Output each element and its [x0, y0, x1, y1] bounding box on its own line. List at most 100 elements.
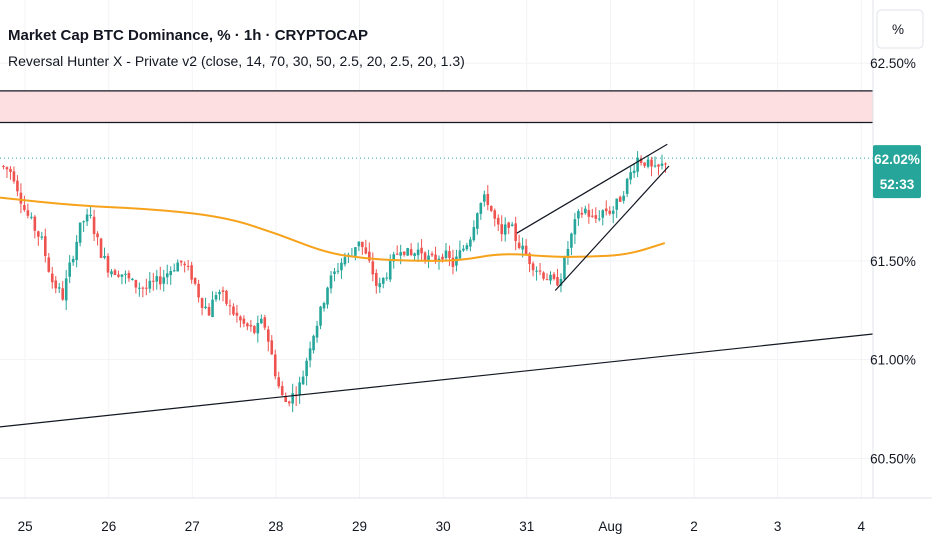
scale-mode-button-bg[interactable]: [876, 9, 924, 49]
candle-body: [183, 263, 186, 266]
candle-body: [510, 224, 514, 226]
candle-body: [169, 270, 173, 276]
indicator-legend[interactable]: Reversal Hunter X - Private v2 (close, 1…: [8, 53, 465, 69]
candle-body: [329, 275, 333, 289]
candle-body: [5, 167, 9, 170]
time-tick-label: 27: [185, 519, 200, 534]
candle-body: [653, 165, 657, 167]
candle-body: [354, 247, 357, 256]
candle-body: [61, 288, 65, 300]
candle-body: [500, 224, 504, 235]
candle-body: [235, 312, 239, 316]
candle-body: [280, 386, 284, 396]
candle-body: [556, 277, 559, 286]
candle-body: [176, 262, 179, 272]
candle-body: [343, 256, 347, 265]
bar-countdown: 52:33: [880, 177, 915, 192]
symbol-title[interactable]: Market Cap BTC Dominance, % · 1h · CRYPT…: [8, 27, 368, 44]
candle-body: [120, 274, 124, 277]
candle-body: [249, 325, 253, 327]
moving-average-line: [0, 196, 666, 262]
candle-body: [559, 279, 563, 286]
candle-body: [639, 158, 643, 163]
candle-body: [549, 274, 552, 281]
candle-body: [636, 157, 639, 172]
candle-body: [444, 250, 448, 258]
candle-body: [193, 278, 197, 284]
candle-body: [524, 245, 528, 255]
candle-body: [287, 401, 291, 404]
candle-body: [197, 283, 200, 298]
candle-body: [601, 210, 605, 218]
candle-body: [78, 222, 82, 243]
candle-body: [239, 316, 242, 321]
price-tick-label: 60.50%: [870, 451, 916, 466]
candle-body: [664, 163, 667, 165]
candle-body: [43, 236, 47, 256]
time-tick-label: 28: [268, 519, 283, 534]
time-scale[interactable]: 25 26 27 28 29 30 31 Aug 2 3 4: [18, 519, 866, 534]
candle-body: [441, 256, 444, 260]
candle-body: [545, 279, 549, 281]
candle-body: [190, 265, 193, 280]
candle-body: [493, 210, 497, 219]
candle-body: [148, 280, 152, 289]
candle-body: [308, 348, 312, 361]
grid-layer: [0, 0, 873, 498]
candle-body: [232, 306, 235, 315]
scale-mode-label[interactable]: %: [892, 22, 904, 37]
candle-body: [476, 213, 479, 229]
candle-body: [489, 205, 493, 211]
time-tick-label: 25: [18, 519, 33, 534]
candle-body: [361, 241, 364, 248]
scale-mode-button[interactable]: %: [876, 9, 924, 49]
candle-body: [113, 270, 117, 276]
candle-body: [319, 306, 322, 326]
candle-body: [270, 340, 274, 355]
candle-body: [9, 168, 12, 172]
candle-body: [19, 192, 23, 204]
price-tick-label: 61.00%: [870, 353, 916, 368]
time-tick-label: 30: [436, 519, 451, 534]
candle-body: [301, 376, 305, 385]
time-tick-label: 29: [352, 519, 367, 534]
candle-body: [483, 194, 486, 202]
candle-body: [92, 216, 96, 235]
candle-body: [179, 260, 183, 263]
candle-body: [322, 303, 326, 309]
candle-body: [416, 249, 420, 256]
candle-body: [378, 283, 382, 288]
candle-body: [207, 307, 211, 316]
candle-body: [96, 233, 99, 238]
candle-body: [225, 290, 228, 304]
price-scale[interactable]: 62.50% 61.50% 61.00% 60.50%: [870, 56, 916, 466]
candle-body: [462, 248, 465, 251]
candle-body: [357, 241, 361, 247]
candle-body: [531, 263, 535, 271]
candle-body: [82, 221, 85, 223]
candle-body: [643, 162, 646, 166]
candle-body: [40, 236, 44, 238]
last-price-value: 62.02%: [874, 152, 920, 167]
candle-body: [399, 252, 402, 256]
time-tick-label: 31: [519, 519, 534, 534]
candle-body: [277, 377, 281, 387]
candle-body: [99, 238, 103, 258]
candle-body: [340, 262, 343, 271]
candle-body: [458, 250, 462, 259]
candle-body: [284, 397, 288, 402]
candle-body: [89, 214, 92, 216]
candle-body: [563, 257, 566, 280]
candle-body: [423, 252, 427, 261]
candle-body: [465, 245, 469, 250]
price-tick-label: 61.50%: [870, 254, 916, 269]
price-tick-label: 62.50%: [870, 56, 916, 71]
candle-body: [371, 261, 375, 275]
candle-body: [392, 254, 396, 262]
candle-body: [427, 255, 430, 261]
candle-body: [64, 278, 68, 301]
time-tick-label: 4: [858, 519, 866, 534]
